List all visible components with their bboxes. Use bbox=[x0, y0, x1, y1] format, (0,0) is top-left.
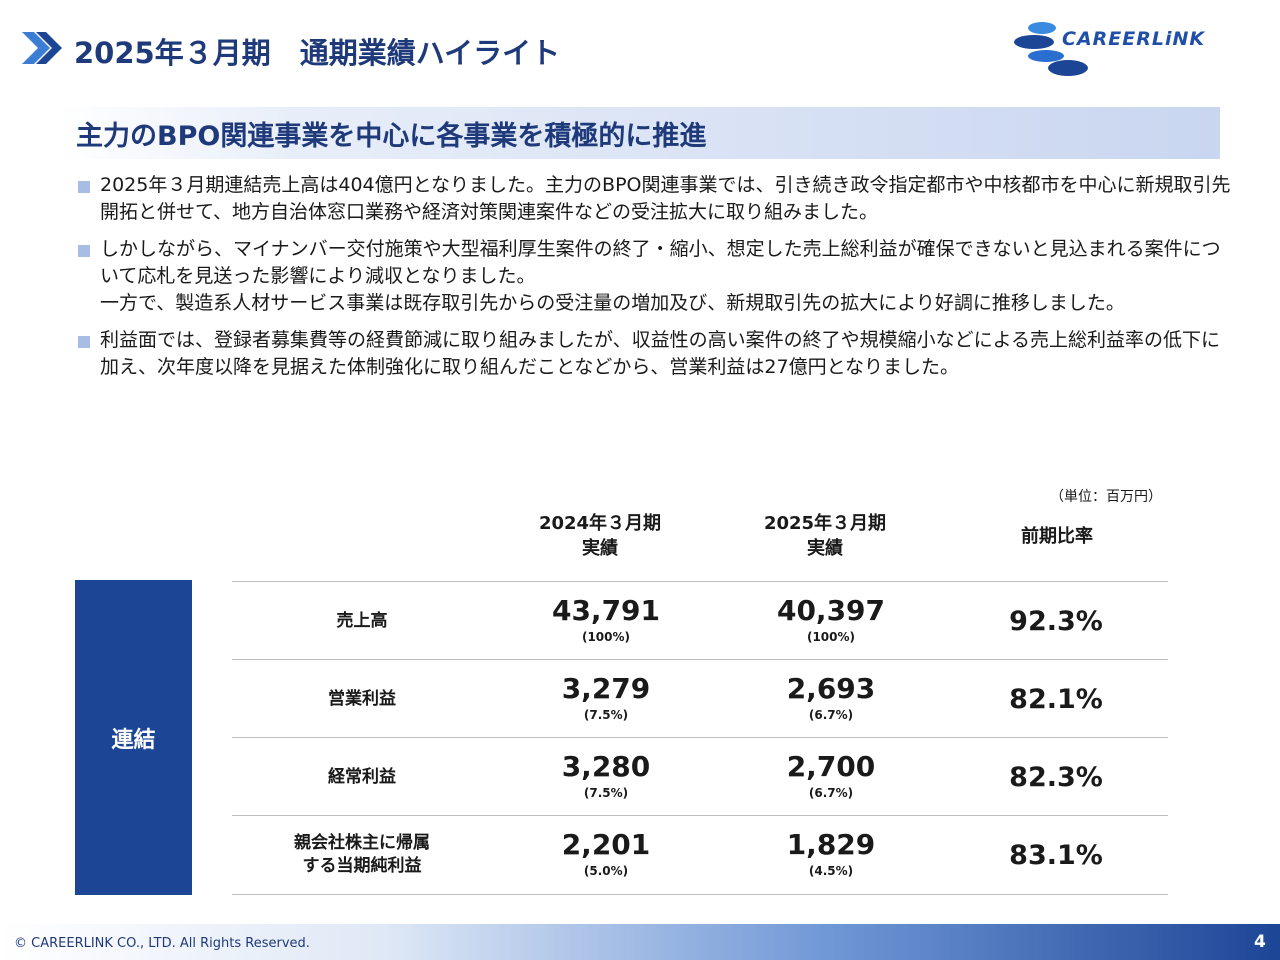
page-number: 4 bbox=[1254, 932, 1266, 952]
row-label: 売上高 bbox=[262, 582, 462, 660]
bullet-list: 2025年３月期連結売上高は404億円となりました。主力のBPO関連事業では、引… bbox=[76, 172, 1236, 391]
row-label: 営業利益 bbox=[262, 660, 462, 738]
curr-value: 1,829 bbox=[786, 828, 876, 861]
change-ratio: 82.3% bbox=[1009, 762, 1103, 793]
change-ratio: 83.1% bbox=[1009, 840, 1103, 871]
column-header-line: 実績 bbox=[582, 538, 618, 559]
bullet-text: 2025年３月期連結売上高は404億円となりました。主力のBPO関連事業では、引… bbox=[100, 174, 1231, 223]
table-row: 親会社株主に帰属 する当期純利益 2,201 (5.0%) 1,829 (4.5%) 83.… bbox=[232, 815, 1168, 894]
prev-value: 3,279 bbox=[561, 672, 651, 705]
change-ratio: 92.3% bbox=[1009, 606, 1103, 637]
unit-note: （単位：百万円） bbox=[1050, 489, 1162, 505]
bullet: 利益面では、登録者募集費等の経費節減に取り組みましたが、収益性の高い案件の終了や… bbox=[76, 327, 1236, 381]
column-header-line: 2024年３月期 bbox=[538, 513, 662, 534]
row-label-line: 売上高 bbox=[336, 610, 388, 631]
bullet: 2025年３月期連結売上高は404億円となりました。主力のBPO関連事業では、引… bbox=[76, 172, 1236, 226]
row-label: 経常利益 bbox=[262, 738, 462, 816]
row-label-line: 営業利益 bbox=[328, 688, 396, 709]
curr-ratio: (4.5%) bbox=[808, 864, 854, 878]
column-header-line: 前期比率 bbox=[1021, 526, 1093, 547]
prev-ratio: (7.5%) bbox=[583, 708, 629, 722]
row-label-line: する当期純利益 bbox=[302, 856, 422, 876]
curr-ratio: (6.7%) bbox=[808, 708, 854, 722]
row-label: 親会社株主に帰属 する当期純利益 bbox=[262, 816, 462, 894]
prev-ratio: (7.5%) bbox=[583, 786, 629, 800]
curr-value: 2,693 bbox=[786, 672, 876, 705]
column-header-line: 2025年３月期 bbox=[763, 513, 887, 534]
curr-ratio: (6.7%) bbox=[808, 786, 854, 800]
copyright: © CAREERLINK CO., LTD. All Rights Reserv… bbox=[14, 936, 310, 951]
row-label-line: 経常利益 bbox=[328, 766, 396, 787]
curr-value: 40,397 bbox=[776, 594, 886, 627]
bullet: しかしながら、マイナンバー交付施策や大型福利厚生案件の終了・縮小、想定した売上総… bbox=[76, 236, 1236, 317]
logo-mark bbox=[1014, 22, 1088, 76]
row-label-line: 親会社株主に帰属 bbox=[294, 833, 430, 853]
page-title: 2025年３月期 通期業績ハイライト bbox=[74, 36, 561, 70]
table-bottom-line bbox=[232, 894, 1168, 895]
prev-value: 3,280 bbox=[561, 750, 651, 783]
column-header: 2024年３月期 実績 bbox=[490, 511, 710, 561]
bullet-text: しかしながら、マイナンバー交付施策や大型福利厚生案件の終了・縮小、想定した売上総… bbox=[100, 238, 1221, 287]
table-row: 営業利益 3,279 (7.5%) 2,693 (6.7%) 82.1% bbox=[232, 659, 1168, 738]
bullet-text: 利益面では、登録者募集費等の経費節減に取り組みましたが、収益性の高い案件の終了や… bbox=[100, 329, 1221, 378]
section-heading: 主力のBPO関連事業を中心に各事業を積極的に推進 bbox=[76, 121, 707, 152]
heading-bar bbox=[60, 107, 1220, 159]
table-row: 売上高 43,791 (100%) 40,397 (100%) 92.3% bbox=[232, 581, 1168, 660]
chevron-icon bbox=[22, 32, 62, 64]
column-header: 前期比率 bbox=[947, 524, 1167, 549]
prev-value: 2,201 bbox=[561, 828, 651, 861]
prev-ratio: (100%) bbox=[581, 630, 631, 644]
prev-ratio: (5.0%) bbox=[583, 864, 629, 878]
column-header: 2025年３月期 実績 bbox=[715, 511, 935, 561]
column-header-line: 実績 bbox=[807, 538, 843, 559]
curr-ratio: (100%) bbox=[806, 630, 856, 644]
curr-value: 2,700 bbox=[786, 750, 876, 783]
prev-value: 43,791 bbox=[551, 594, 661, 627]
change-ratio: 82.1% bbox=[1009, 684, 1103, 715]
footer-band bbox=[0, 924, 1280, 960]
logo-text: CAREERLiNK bbox=[1062, 28, 1206, 50]
group-label: 連結 bbox=[75, 580, 192, 895]
bullet-text: 一方で、製造系人材サービス事業は既存取引先からの受注量の増加及び、新規取引先の拡… bbox=[100, 292, 1125, 314]
table-row: 経常利益 3,280 (7.5%) 2,700 (6.7%) 82.3% bbox=[232, 737, 1168, 816]
